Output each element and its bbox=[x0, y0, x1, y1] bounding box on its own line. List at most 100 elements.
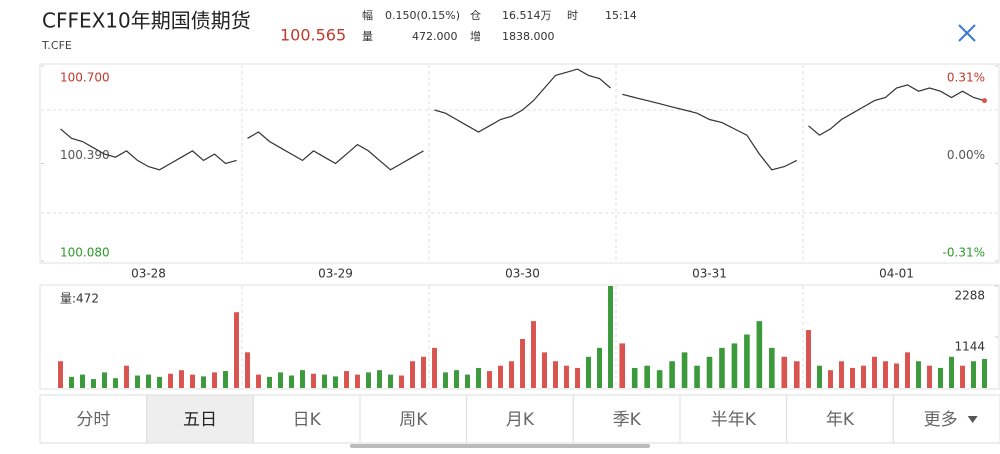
x-tick-label: 03-30 bbox=[505, 267, 540, 281]
volume-bar bbox=[388, 374, 393, 388]
volume-bar bbox=[322, 374, 327, 388]
volume-bar bbox=[487, 371, 492, 388]
volume-bar bbox=[157, 376, 162, 388]
y-tick-label: 100.700 bbox=[60, 71, 110, 85]
volume-bar bbox=[311, 373, 316, 388]
stat-label: 量 bbox=[362, 30, 373, 43]
tab-label[interactable]: 季K bbox=[613, 410, 642, 430]
y-tick-label: 100.080 bbox=[60, 246, 110, 260]
volume-bar bbox=[861, 365, 866, 388]
volume-bar bbox=[300, 370, 305, 388]
volume-bar bbox=[564, 365, 569, 388]
volume-bar bbox=[421, 356, 426, 388]
stat-label: 时 bbox=[567, 9, 578, 22]
stat-value: 16.514万 bbox=[502, 9, 552, 22]
volume-bar bbox=[256, 374, 261, 388]
volume-bar bbox=[756, 321, 763, 388]
tab[interactable] bbox=[892, 394, 1000, 444]
close-icon[interactable] bbox=[958, 24, 976, 42]
volume-tick-label: 1144 bbox=[954, 340, 985, 354]
x-tick-label: 03-31 bbox=[692, 267, 727, 281]
x-tick-label: 04-01 bbox=[879, 267, 914, 281]
volume-bar bbox=[883, 361, 888, 388]
price-line bbox=[434, 68, 611, 133]
volume-bar bbox=[982, 359, 987, 388]
volume-bar bbox=[731, 343, 738, 388]
volume-bar bbox=[278, 372, 283, 388]
volume-bar bbox=[706, 356, 713, 388]
volume-bar bbox=[894, 363, 899, 388]
volume-bar bbox=[355, 374, 360, 388]
dropdown-icon[interactable] bbox=[967, 416, 978, 423]
volume-bar bbox=[223, 371, 228, 388]
volume-bar bbox=[135, 375, 140, 388]
volume-bar bbox=[113, 378, 118, 388]
volume-bar bbox=[828, 370, 833, 388]
volume-bar bbox=[245, 352, 250, 388]
tab[interactable] bbox=[786, 394, 894, 444]
volume-bar bbox=[58, 361, 63, 388]
volume-bar bbox=[744, 334, 750, 388]
volume-bar bbox=[597, 347, 602, 388]
stat-value: 15:14 bbox=[605, 9, 637, 22]
volume-bar bbox=[542, 352, 547, 388]
volume-panel bbox=[39, 284, 1000, 390]
last-point bbox=[982, 98, 987, 104]
tab-label[interactable]: 周K bbox=[399, 410, 428, 430]
volume-bar bbox=[817, 365, 822, 388]
price-line bbox=[808, 84, 985, 136]
volume-bar bbox=[971, 361, 976, 388]
price-line bbox=[622, 93, 798, 171]
volume-bar bbox=[960, 365, 965, 388]
tab-label[interactable]: 年K bbox=[826, 410, 855, 430]
price-line bbox=[247, 131, 424, 171]
code: T.CFE bbox=[41, 39, 72, 52]
volume-bar bbox=[146, 374, 151, 388]
volume-bar bbox=[619, 343, 626, 388]
y-tick-label: 100.390 bbox=[60, 148, 110, 162]
volume-bar bbox=[366, 372, 371, 388]
volume-bar bbox=[769, 347, 775, 388]
tab[interactable] bbox=[39, 394, 148, 444]
stat-label: 幅 bbox=[362, 9, 373, 22]
volume-bar bbox=[949, 356, 954, 388]
volume-bar bbox=[631, 367, 638, 388]
volume-bar bbox=[719, 347, 725, 388]
tab[interactable] bbox=[572, 394, 681, 444]
tab-label[interactable]: 月K bbox=[506, 410, 535, 430]
tab-label[interactable]: 日K bbox=[293, 410, 322, 430]
volume-bar bbox=[69, 376, 74, 388]
stat-label: 增 bbox=[470, 29, 481, 43]
volume-bar bbox=[443, 372, 448, 388]
volume-bar bbox=[344, 371, 349, 388]
volume-bar bbox=[179, 370, 184, 388]
tab-label[interactable]: 半年K bbox=[711, 410, 757, 430]
y2-tick-label: 0.00% bbox=[947, 148, 985, 162]
stat-value: 0.150(0.15%) bbox=[385, 9, 460, 22]
tab[interactable] bbox=[252, 394, 361, 444]
volume-bar bbox=[520, 338, 525, 388]
tab[interactable] bbox=[146, 394, 254, 444]
volume-bar bbox=[927, 365, 932, 388]
volume-bar bbox=[102, 372, 107, 388]
volume-bar bbox=[289, 375, 294, 388]
volume-bar bbox=[586, 356, 591, 388]
volume-bar bbox=[669, 361, 675, 388]
volume-bar bbox=[465, 374, 470, 388]
volume-bar bbox=[839, 361, 844, 388]
volume-bar bbox=[781, 356, 788, 388]
tab-label[interactable]: 五日 bbox=[183, 410, 217, 430]
volume-bar bbox=[575, 367, 580, 388]
volume-bar bbox=[168, 373, 173, 388]
stat-value: 472.000 bbox=[412, 30, 458, 43]
volume-bar bbox=[850, 367, 855, 388]
volume-bar bbox=[681, 352, 688, 388]
title: CFFEX10年期国债期货 bbox=[42, 9, 251, 33]
tab-label[interactable]: 更多 bbox=[924, 410, 958, 430]
close-button[interactable] bbox=[958, 24, 976, 42]
tab-label[interactable]: 分时 bbox=[76, 410, 110, 430]
volume-bar bbox=[190, 374, 195, 388]
volume-bar bbox=[531, 321, 536, 388]
